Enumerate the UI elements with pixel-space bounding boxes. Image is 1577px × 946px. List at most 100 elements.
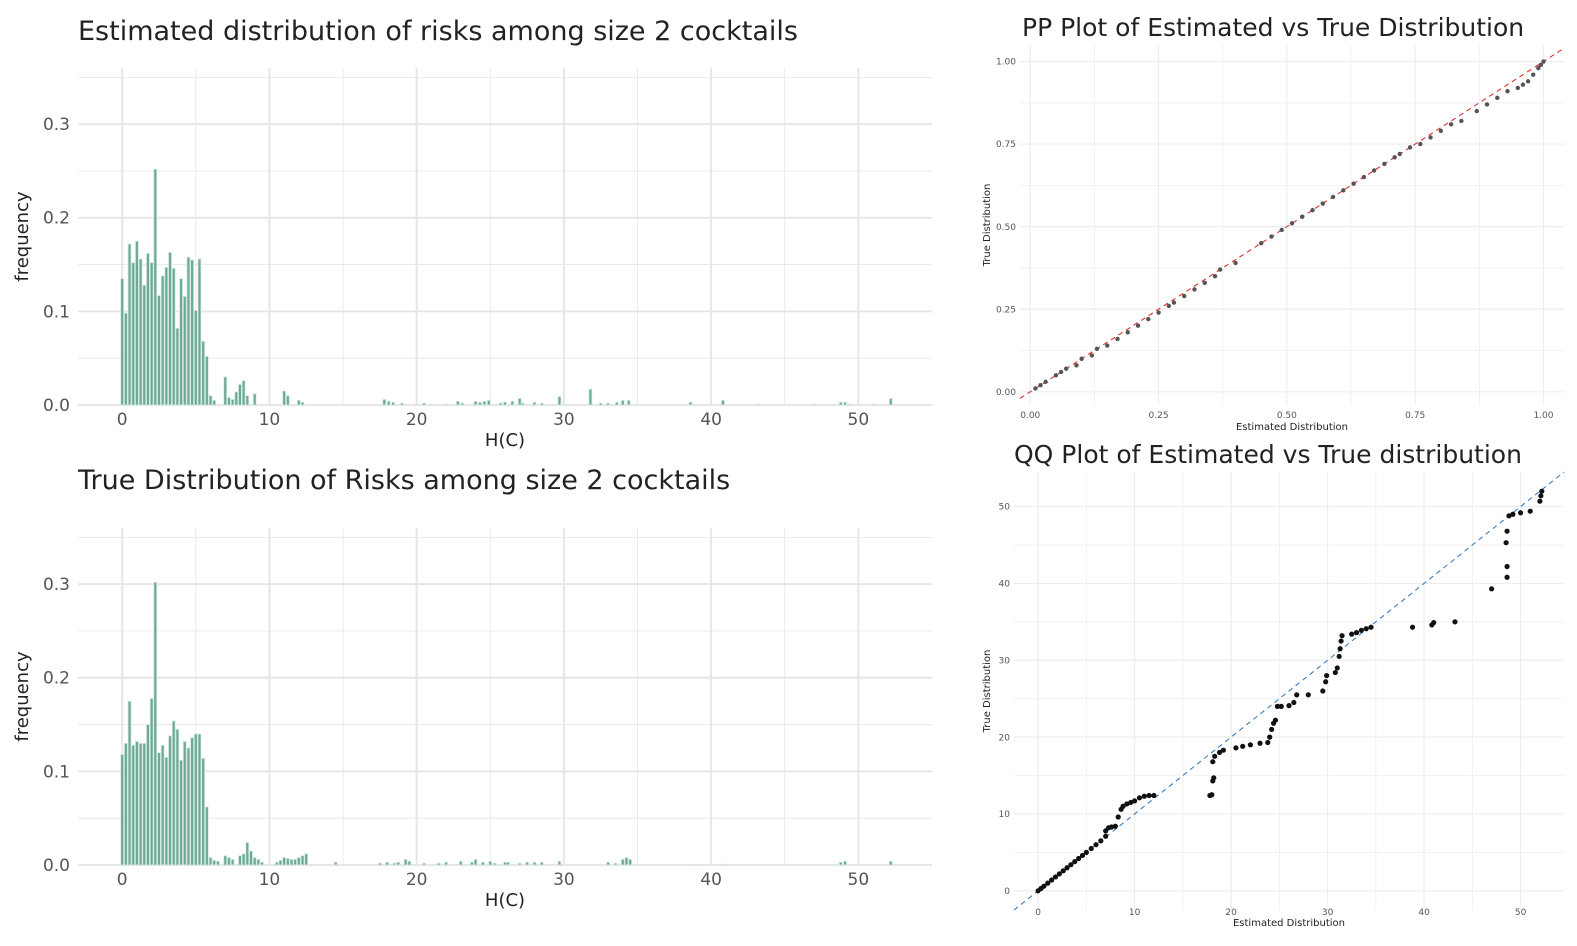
scatter-point (1517, 510, 1524, 516)
y-tick-label: 0.1 (43, 762, 70, 782)
histogram-bar (278, 859, 283, 866)
scatter-point (1341, 188, 1346, 193)
histogram-bar (223, 855, 228, 866)
scatter-point (1484, 102, 1490, 107)
histogram-bar (756, 403, 761, 406)
histogram-bar (168, 735, 172, 866)
pp-plot-panel: PP Plot of Estimated vs True Distributio… (970, 0, 1575, 440)
histogram-bar (429, 403, 434, 406)
scatter-point (1212, 273, 1218, 279)
histogram-bar (628, 858, 633, 866)
y-tick-label: 0.25 (996, 305, 1016, 315)
histogram-bar (407, 860, 412, 866)
histogram-bar (723, 863, 728, 866)
histogram-bar (190, 737, 194, 866)
histogram-bar (197, 258, 202, 406)
histogram-bar (473, 400, 478, 406)
histogram-bar (598, 402, 603, 406)
scatter-point (1063, 366, 1069, 371)
x-tick-label: 50 (848, 410, 870, 430)
histogram-bar (252, 857, 257, 866)
histogram-bar (478, 401, 482, 406)
scatter-point (1210, 759, 1216, 765)
histogram-bar (182, 741, 187, 866)
scatter-point (1240, 743, 1246, 749)
histogram-bar (838, 401, 843, 406)
histogram-bar (293, 858, 298, 866)
histogram-bar (606, 861, 610, 866)
histogram-bar (460, 402, 465, 406)
histogram-bar (149, 262, 154, 406)
scatter-point (1233, 260, 1238, 266)
scatter-point (1049, 877, 1055, 883)
scatter-point (1105, 343, 1110, 348)
histogram-bar (164, 266, 169, 406)
scatter-point (1076, 855, 1082, 862)
scatter-point (1045, 880, 1051, 886)
y-tick-label: 1.00 (996, 58, 1016, 68)
histogram-bar (503, 401, 507, 406)
histogram-bar (481, 861, 485, 866)
x-tick-label: 1.00 (1533, 411, 1553, 421)
histogram-bar (458, 860, 463, 866)
histogram-bar (216, 860, 220, 866)
histogram-true-chart: True Distribution of Risks among size 2 … (12, 465, 932, 911)
scatter-point (1452, 619, 1458, 625)
histogram-bar (333, 861, 338, 866)
scatter-point (1448, 122, 1454, 127)
histogram-bar (138, 258, 143, 406)
scatter-point (1474, 108, 1479, 114)
x-tick-label: 30 (553, 870, 575, 890)
histogram-bar (127, 700, 132, 866)
chart-title: PP Plot of Estimated vs True Distributio… (1022, 13, 1524, 42)
histogram-bar (157, 295, 161, 406)
scatter-point (1093, 842, 1099, 848)
histogram-bar (688, 401, 693, 406)
histogram-bar (473, 858, 478, 866)
x-tick-label: 50 (848, 870, 870, 890)
scatter-point (1094, 346, 1100, 352)
scatter-point (1409, 624, 1416, 630)
histogram-bar (517, 398, 522, 406)
scatter-point (1182, 293, 1187, 299)
scatter-point (1267, 734, 1273, 740)
histogram-bar (422, 862, 426, 866)
x-tick-label: 40 (1418, 908, 1430, 918)
scatter-point (1368, 624, 1374, 630)
scatter-point (1351, 181, 1356, 186)
scatter-point (1058, 369, 1064, 375)
scatter-point (1041, 883, 1047, 889)
x-tick-label: 40 (700, 870, 722, 890)
histogram-bar (469, 861, 474, 866)
scatter-point (1108, 824, 1115, 830)
histogram-bar (204, 355, 209, 406)
scatter-point (1136, 795, 1143, 801)
histogram-estimated-chart: Estimated distribution of risks among si… (12, 16, 932, 451)
histogram-bar (208, 857, 213, 866)
y-axis-label: frequency (12, 191, 33, 282)
histogram-bar (171, 267, 176, 406)
scatter-point (1310, 207, 1315, 213)
scatter-point (1495, 95, 1500, 101)
histogram-bar (812, 403, 817, 406)
scatter-point (1279, 227, 1284, 233)
histogram-bar (190, 259, 194, 406)
scatter-point (1371, 168, 1377, 173)
scatter-point (1269, 726, 1275, 733)
scatter-point (1505, 89, 1510, 94)
histogram-bar (146, 724, 150, 866)
y-tick-label: 50 (999, 503, 1011, 513)
x-axis-label: Estimated Distribution (1233, 918, 1345, 929)
histogram-bar (486, 399, 491, 406)
x-tick-label: 0.75 (1405, 411, 1425, 421)
histogram-bar (503, 861, 507, 866)
histogram-bar (230, 858, 235, 866)
histogram-bar (160, 744, 165, 866)
histogram-bar (193, 733, 198, 866)
y-tick-label: 0.0 (43, 856, 70, 876)
histogram-bar (532, 861, 537, 866)
histogram-bar (249, 850, 253, 866)
scatter-point (1504, 563, 1510, 570)
y-tick-label: 0.3 (43, 575, 70, 595)
scatter-point (1504, 528, 1510, 534)
